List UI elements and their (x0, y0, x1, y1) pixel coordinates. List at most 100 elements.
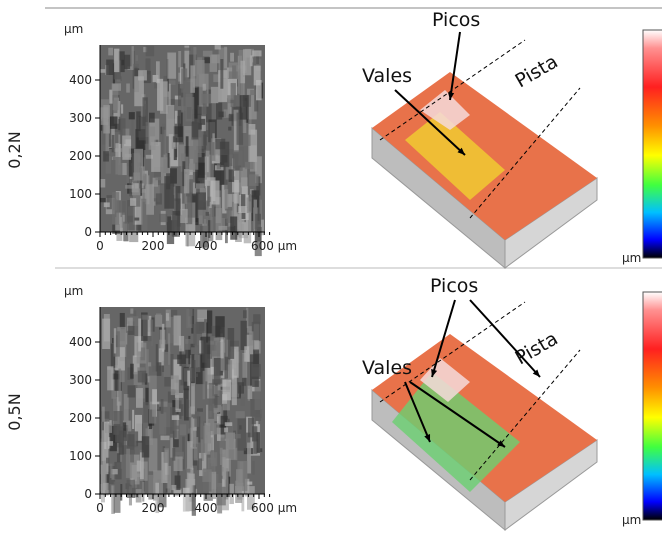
figure: 0,2Nµm01002003004000200400600 µmPicosVal… (0, 0, 662, 548)
texture (238, 206, 247, 213)
texture (207, 186, 210, 207)
texture (203, 51, 213, 57)
texture (228, 127, 231, 131)
texture (249, 124, 256, 135)
texture (209, 383, 213, 411)
texture (103, 151, 109, 161)
texture (171, 485, 176, 490)
texture (228, 328, 235, 359)
texture (192, 360, 195, 383)
texture (146, 46, 155, 56)
texture (187, 107, 192, 119)
texture (202, 469, 211, 482)
texture (201, 94, 211, 104)
texture (214, 408, 219, 413)
texture (198, 130, 201, 158)
texture (130, 198, 136, 206)
texture (204, 57, 210, 63)
texture (132, 410, 134, 429)
texture (204, 423, 210, 455)
texture (129, 112, 135, 119)
texture (124, 394, 129, 425)
texture (121, 104, 123, 113)
texture (247, 326, 252, 333)
texture (243, 310, 247, 318)
texture (253, 314, 260, 324)
texture (228, 360, 232, 382)
texture (232, 376, 237, 405)
texture (241, 397, 245, 406)
texture (216, 487, 226, 505)
texture (161, 436, 170, 440)
texture (214, 338, 219, 341)
texture (237, 65, 239, 94)
texture (156, 313, 161, 324)
texture (249, 174, 258, 186)
texture (161, 399, 164, 414)
texture (186, 193, 192, 196)
texture (138, 70, 147, 80)
y-tick-label: 0 (84, 487, 92, 501)
texture (106, 422, 108, 449)
texture (228, 448, 238, 460)
texture (211, 54, 219, 63)
texture (124, 55, 130, 69)
y-tick-label: 100 (69, 449, 92, 463)
texture (248, 418, 254, 437)
texture (255, 214, 261, 242)
texture (244, 346, 249, 361)
texture (176, 186, 181, 216)
x-tick-label: 200 (142, 501, 165, 515)
texture (114, 328, 116, 353)
texture (146, 122, 149, 149)
texture (127, 318, 133, 326)
annotation: Vales (362, 65, 412, 87)
texture (132, 188, 140, 195)
texture (194, 437, 199, 460)
colorbar (643, 30, 662, 258)
texture (130, 308, 133, 313)
texture (149, 404, 156, 423)
texture (233, 150, 243, 171)
texture (102, 407, 105, 422)
texture (187, 441, 193, 469)
texture (156, 193, 162, 204)
texture (220, 448, 223, 465)
texture (108, 48, 113, 56)
texture (159, 330, 165, 350)
y-tick-label: 100 (69, 187, 92, 201)
texture (150, 320, 153, 346)
texture (110, 116, 118, 128)
annotation: Pista (512, 328, 562, 370)
x-tick-label: 400 (195, 501, 218, 515)
texture (127, 480, 135, 498)
annotation: Vales (362, 357, 412, 379)
texture (224, 189, 228, 209)
texture (181, 68, 187, 92)
texture (110, 464, 112, 478)
texture (193, 324, 196, 346)
texture (251, 364, 261, 377)
annotation: Picos (432, 9, 480, 31)
texture (102, 430, 104, 461)
texture (137, 343, 147, 364)
texture (229, 169, 235, 181)
texture (235, 434, 241, 439)
texture (247, 443, 251, 474)
texture (207, 310, 212, 333)
texture (195, 60, 204, 86)
texture (238, 382, 244, 393)
texture (103, 381, 105, 391)
texture (168, 153, 170, 168)
texture (106, 60, 113, 75)
texture (138, 371, 147, 383)
texture (112, 83, 121, 90)
texture (134, 149, 143, 181)
texture (148, 336, 152, 341)
texture (130, 450, 134, 463)
texture (181, 97, 183, 112)
y-tick-label: 300 (69, 373, 92, 387)
y-tick-label: 400 (69, 335, 92, 349)
texture (112, 135, 115, 152)
texture (134, 76, 144, 106)
